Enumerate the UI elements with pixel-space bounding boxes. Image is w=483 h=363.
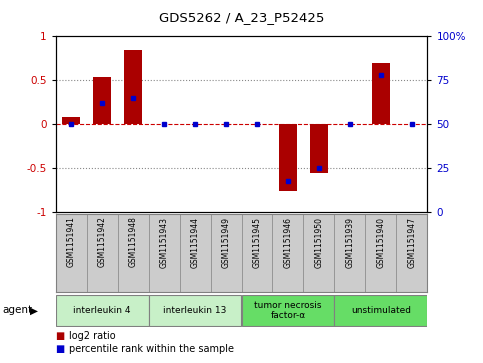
Text: agent: agent [2,305,32,315]
Text: log2 ratio: log2 ratio [69,331,116,341]
Bar [372,63,390,124]
Text: GSM1151946: GSM1151946 [284,216,293,268]
Text: GSM1151950: GSM1151950 [314,216,324,268]
Text: GSM1151949: GSM1151949 [222,216,230,268]
Text: interleukin 13: interleukin 13 [163,306,227,315]
Text: tumor necrosis
factor-α: tumor necrosis factor-α [254,301,322,320]
Text: GSM1151948: GSM1151948 [128,216,138,268]
Bar [242,295,334,326]
Text: GSM1151945: GSM1151945 [253,216,261,268]
Bar [149,295,242,326]
Text: GSM1151947: GSM1151947 [408,216,416,268]
Bar [56,295,149,326]
Text: GSM1151941: GSM1151941 [67,216,75,268]
Text: unstimulated: unstimulated [351,306,411,315]
Text: GSM1151939: GSM1151939 [345,216,355,268]
Text: ▶: ▶ [30,305,38,315]
Text: interleukin 4: interleukin 4 [73,306,131,315]
Text: ■: ■ [56,344,68,354]
Text: GSM1151943: GSM1151943 [159,216,169,268]
Bar [124,49,142,124]
Bar [93,77,112,124]
Text: GDS5262 / A_23_P52425: GDS5262 / A_23_P52425 [159,11,324,24]
Bar [310,124,328,173]
Bar [279,124,297,191]
Bar [334,295,427,326]
Text: GSM1151944: GSM1151944 [190,216,199,268]
Bar [62,117,80,124]
Text: GSM1151942: GSM1151942 [98,216,107,268]
Text: percentile rank within the sample: percentile rank within the sample [69,344,234,354]
Text: ■: ■ [56,331,68,341]
Text: GSM1151940: GSM1151940 [376,216,385,268]
